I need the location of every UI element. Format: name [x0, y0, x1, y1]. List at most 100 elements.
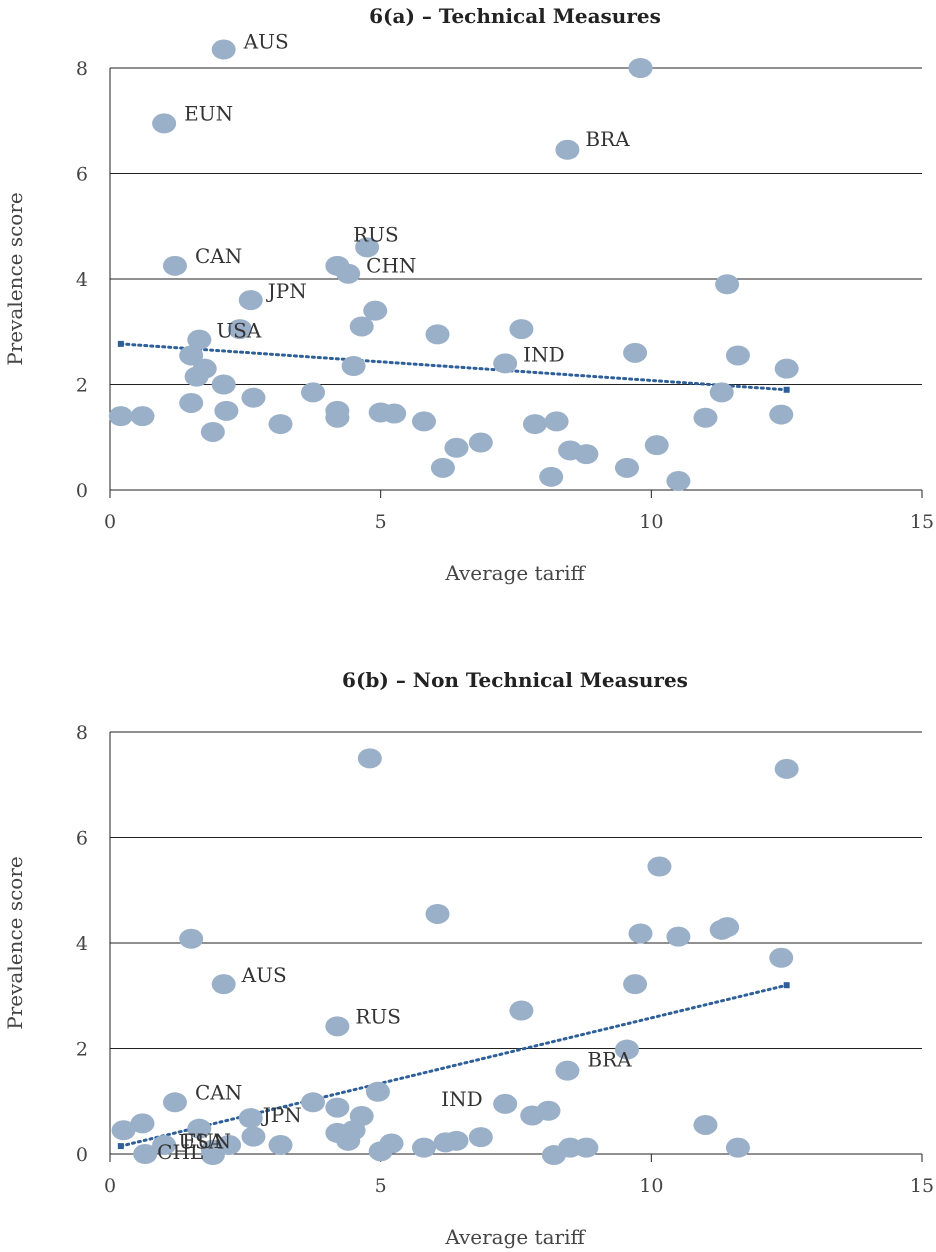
data-point — [301, 382, 325, 403]
data-point — [268, 414, 293, 435]
x-tick-label: 0 — [104, 511, 116, 533]
data-point-ind — [493, 353, 518, 374]
point-label-bra: BRA — [585, 127, 630, 151]
data-point — [341, 356, 366, 377]
trendline-endpoint — [117, 1143, 124, 1150]
data-point — [522, 414, 547, 435]
point-label-bra: BRA — [587, 1048, 632, 1072]
data-point-eun — [152, 1135, 177, 1156]
data-point — [411, 411, 436, 432]
x-tick-label: 5 — [375, 511, 387, 533]
point-label-can: CAN — [195, 244, 242, 268]
data-point — [241, 1126, 266, 1147]
data-point — [430, 457, 455, 478]
x-axis-title-b: Average tariff — [444, 1225, 586, 1249]
data-point — [693, 1114, 718, 1135]
point-label-rus: RUS — [353, 222, 399, 246]
data-point — [130, 406, 155, 427]
point-label-ind: IND — [523, 342, 564, 366]
x-tick-label: 10 — [639, 511, 663, 533]
y-tick-label: 2 — [76, 375, 88, 397]
data-point — [411, 1137, 436, 1158]
panel-a-tick-labels: 0 2 4 6 8 0 5 10 15 — [76, 58, 934, 533]
data-point — [227, 319, 252, 340]
data-point — [614, 1039, 639, 1060]
data-point — [433, 1132, 458, 1153]
data-point — [349, 316, 374, 337]
y-tick-label: 8 — [76, 58, 88, 80]
trendline-endpoint — [783, 982, 790, 989]
data-point — [539, 466, 564, 487]
point-label-usa: USA — [216, 319, 262, 343]
data-point — [111, 1120, 136, 1141]
data-point — [520, 1105, 545, 1126]
data-point — [614, 457, 639, 478]
point-label-eun: EUN — [184, 101, 233, 125]
data-point-can — [162, 255, 187, 276]
data-point — [325, 407, 350, 428]
data-point-aus — [211, 39, 236, 60]
x-axis-title-a: Average tariff — [444, 561, 586, 585]
point-label-chl: CHL — [157, 1140, 203, 1164]
panel-b-tick-labels: 0 2 4 6 8 0 5 10 15 — [76, 722, 934, 1197]
y-tick-label: 0 — [76, 1144, 88, 1166]
panel-b-points — [111, 748, 799, 1166]
data-point — [468, 432, 493, 453]
data-point — [200, 421, 225, 442]
data-point — [628, 923, 653, 944]
data-point — [184, 366, 209, 387]
data-point — [357, 748, 382, 769]
x-tick-label: 15 — [910, 1175, 934, 1197]
data-point — [301, 1092, 325, 1113]
y-tick-label: 4 — [76, 269, 88, 291]
panel-b-non-technical-measures: 6(b) – Non Technical Measures AUS RUS BRA C… — [3, 668, 934, 1249]
y-tick-label: 0 — [76, 480, 88, 502]
data-point — [179, 392, 204, 413]
data-point-aus — [211, 974, 236, 995]
data-point — [214, 400, 239, 421]
data-point — [715, 274, 740, 295]
panel-a-trendline — [117, 340, 790, 393]
data-point — [769, 404, 794, 425]
data-point — [644, 435, 669, 456]
point-label-aus: AUS — [243, 30, 289, 54]
data-point-usa — [187, 1118, 212, 1139]
data-point — [574, 1137, 599, 1158]
point-label-aus: AUS — [241, 963, 287, 987]
data-point-usa — [187, 329, 212, 350]
point-label-ind: IND — [441, 1087, 482, 1111]
data-point — [774, 758, 799, 779]
data-point — [509, 1000, 534, 1021]
point-label-jpn: JPN — [266, 279, 307, 303]
data-point — [468, 1127, 493, 1148]
data-point — [769, 947, 794, 968]
data-point-rus — [325, 1016, 350, 1037]
data-point — [382, 403, 407, 424]
data-point — [368, 1141, 393, 1162]
data-point-rus — [355, 237, 380, 258]
x-tick-label: 10 — [639, 1175, 663, 1197]
data-point — [425, 903, 450, 924]
chart-title-b: 6(b) – Non Technical Measures — [342, 668, 688, 692]
data-point — [693, 407, 718, 428]
x-tick-label: 15 — [910, 511, 934, 533]
data-point-eun — [152, 113, 177, 134]
data-point — [666, 471, 691, 492]
point-label-jpn: JPN — [261, 1103, 302, 1127]
data-point — [544, 411, 569, 432]
data-point — [241, 387, 266, 408]
point-label-eun: EUN — [182, 1129, 231, 1153]
panel-a-gridlines — [109, 67, 923, 498]
panel-b-trendline — [117, 982, 790, 1150]
data-point — [709, 382, 734, 403]
data-point — [211, 374, 236, 395]
data-point — [574, 444, 599, 465]
x-tick-label: 5 — [375, 1175, 387, 1197]
data-point-ind — [493, 1093, 518, 1114]
data-point-jpn — [238, 1108, 263, 1129]
y-tick-label: 6 — [76, 164, 88, 186]
data-point — [363, 300, 388, 321]
data-point — [623, 974, 648, 995]
